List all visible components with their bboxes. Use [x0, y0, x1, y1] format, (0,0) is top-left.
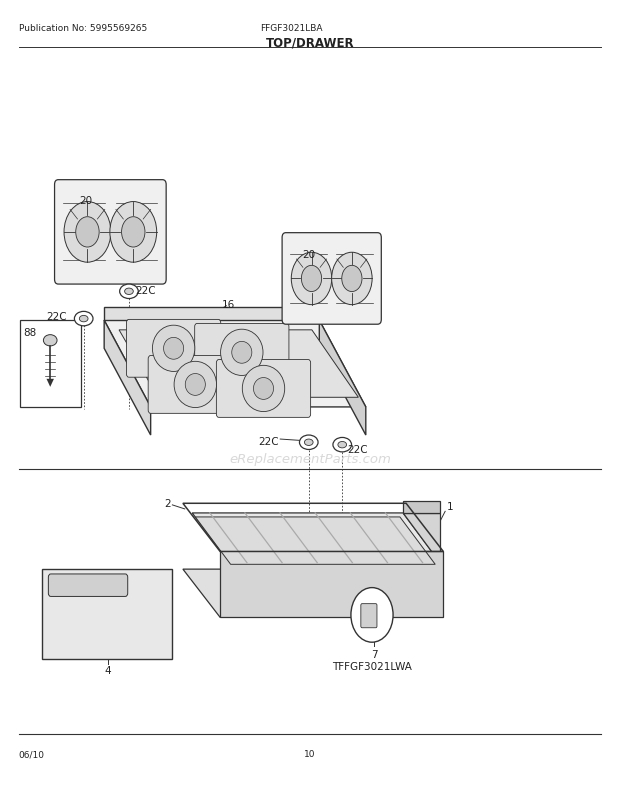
Circle shape — [122, 217, 145, 248]
Ellipse shape — [338, 442, 347, 448]
FancyBboxPatch shape — [282, 233, 381, 325]
Polygon shape — [319, 321, 366, 435]
Text: 7: 7 — [371, 650, 378, 659]
Ellipse shape — [125, 289, 133, 295]
Text: TFFGF3021LWA: TFFGF3021LWA — [332, 662, 412, 671]
Text: 2: 2 — [164, 499, 170, 508]
Ellipse shape — [304, 439, 313, 446]
Polygon shape — [104, 308, 319, 321]
Ellipse shape — [43, 335, 57, 346]
Polygon shape — [119, 330, 358, 398]
Text: 22C: 22C — [135, 286, 156, 296]
Polygon shape — [104, 321, 366, 407]
Circle shape — [76, 217, 99, 248]
Bar — [20, 321, 81, 407]
Ellipse shape — [299, 435, 318, 450]
Ellipse shape — [242, 366, 285, 412]
Text: 10: 10 — [304, 749, 316, 759]
FancyBboxPatch shape — [361, 604, 377, 628]
Text: 88: 88 — [24, 327, 37, 337]
Ellipse shape — [221, 330, 263, 376]
Text: Publication No: 5995569265: Publication No: 5995569265 — [19, 24, 147, 33]
Text: 22C: 22C — [46, 312, 67, 322]
Text: 22C: 22C — [347, 444, 368, 454]
Polygon shape — [104, 321, 151, 435]
FancyBboxPatch shape — [148, 356, 242, 414]
Ellipse shape — [74, 312, 93, 326]
Ellipse shape — [120, 285, 138, 299]
Polygon shape — [195, 517, 435, 565]
Circle shape — [342, 266, 362, 292]
Ellipse shape — [174, 362, 216, 408]
Text: 16: 16 — [222, 300, 235, 310]
Text: TOP/DRAWER: TOP/DRAWER — [266, 36, 354, 49]
Ellipse shape — [79, 316, 88, 322]
Circle shape — [291, 253, 332, 306]
Polygon shape — [220, 552, 443, 618]
FancyBboxPatch shape — [55, 180, 166, 285]
Circle shape — [332, 253, 372, 306]
Circle shape — [351, 588, 393, 642]
Text: 1: 1 — [446, 502, 453, 512]
Text: eReplacementParts.com: eReplacementParts.com — [229, 452, 391, 465]
FancyBboxPatch shape — [216, 360, 311, 418]
FancyBboxPatch shape — [48, 574, 128, 597]
Circle shape — [110, 202, 157, 263]
Ellipse shape — [153, 326, 195, 372]
Text: FFGF3021LBA: FFGF3021LBA — [260, 24, 323, 33]
Ellipse shape — [333, 438, 352, 452]
Polygon shape — [192, 513, 440, 563]
Bar — [42, 569, 172, 659]
Circle shape — [64, 202, 111, 263]
Text: 22C: 22C — [259, 436, 279, 446]
Polygon shape — [403, 501, 440, 513]
Ellipse shape — [185, 374, 205, 396]
Polygon shape — [403, 513, 440, 576]
Text: 4: 4 — [105, 666, 111, 675]
Circle shape — [301, 266, 322, 292]
FancyBboxPatch shape — [126, 320, 221, 378]
Text: 20: 20 — [303, 249, 316, 259]
FancyBboxPatch shape — [195, 324, 289, 382]
Polygon shape — [46, 379, 54, 387]
Ellipse shape — [164, 338, 184, 360]
Polygon shape — [183, 569, 443, 618]
Text: 20: 20 — [79, 196, 92, 205]
Text: 06/10: 06/10 — [19, 749, 45, 759]
Ellipse shape — [254, 378, 273, 400]
Ellipse shape — [232, 342, 252, 364]
